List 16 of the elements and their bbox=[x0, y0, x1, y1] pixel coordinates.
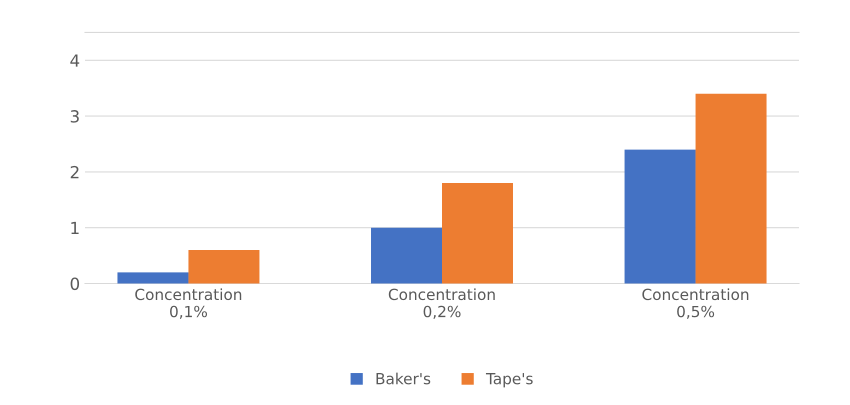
bar bbox=[442, 183, 513, 284]
y-tick-label: 2 bbox=[70, 166, 78, 178]
bar bbox=[371, 228, 442, 284]
x-tick-label: Concentration 0,2% bbox=[388, 288, 495, 319]
bar bbox=[188, 250, 260, 284]
y-tick-label: 1 bbox=[71, 222, 79, 234]
y-tick-label: 3 bbox=[70, 110, 79, 123]
legend-label: Tape's bbox=[486, 373, 533, 388]
x-tick-label: Concentration 0,5% bbox=[642, 288, 748, 319]
bar bbox=[696, 94, 767, 284]
bar bbox=[117, 272, 188, 284]
y-tick-label: 0 bbox=[70, 277, 80, 290]
bar bbox=[624, 150, 696, 284]
legend-label: Baker's bbox=[376, 372, 430, 384]
y-tick-label: 4 bbox=[70, 54, 80, 67]
x-tick-label: Concentration 0,1% bbox=[135, 288, 242, 319]
